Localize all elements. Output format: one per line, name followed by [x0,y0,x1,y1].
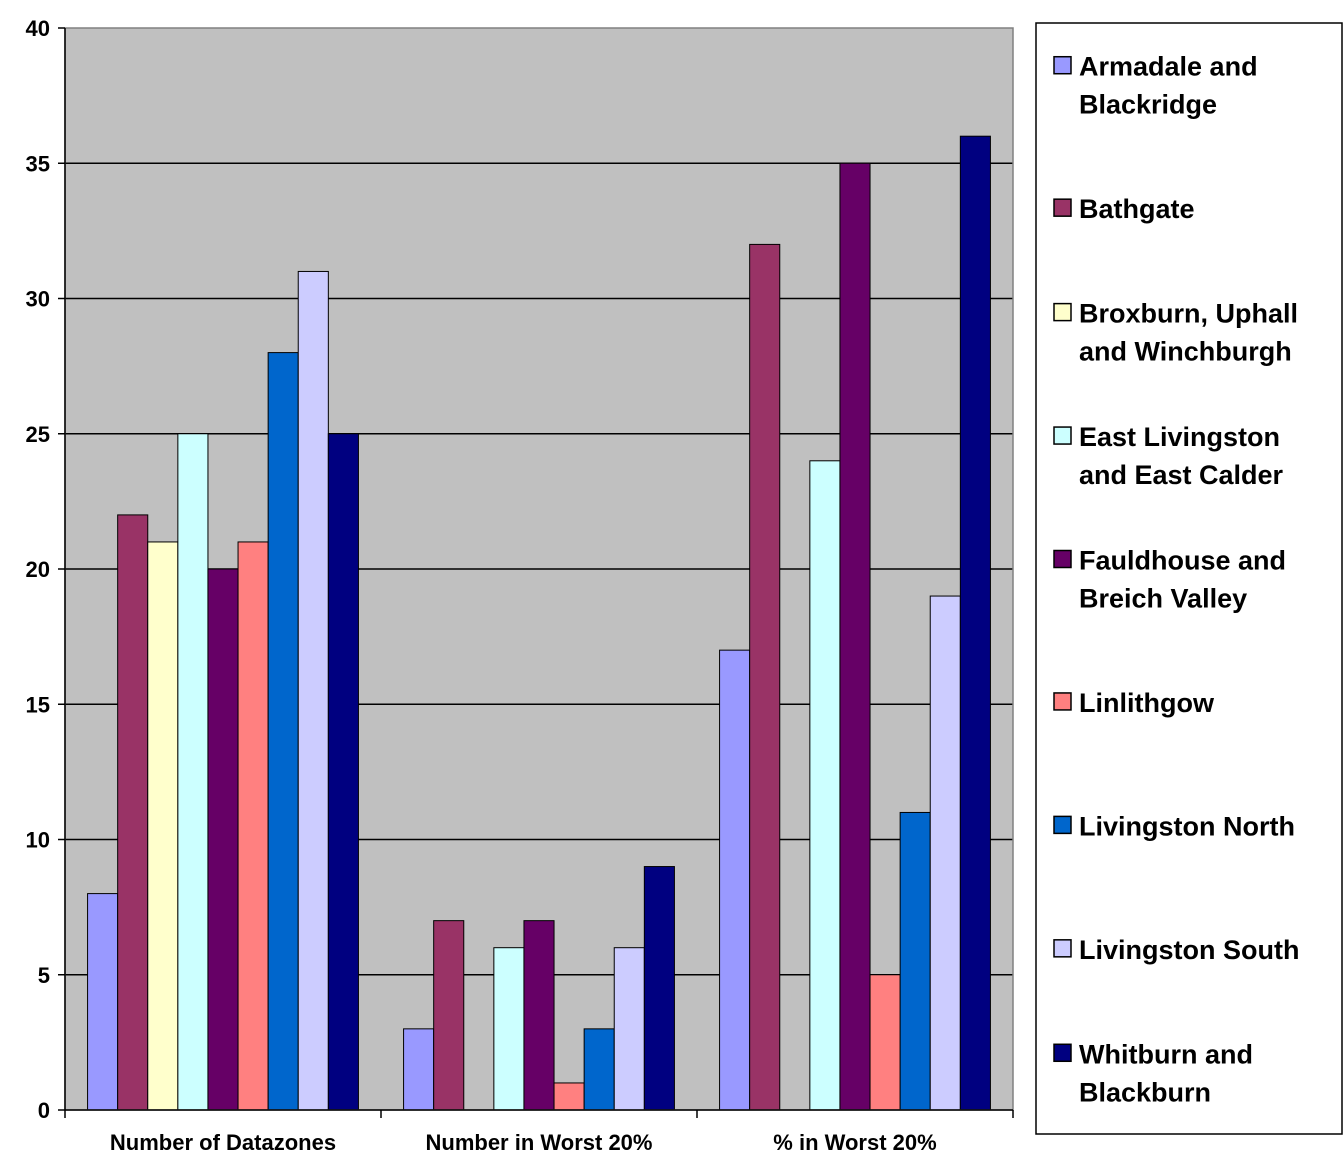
legend-label-fauldhouse-and-breich-valley: Fauldhouse and Breich Valley [1079,546,1286,614]
legend-swatch-livingston-south [1053,939,1072,958]
y-tick-label: 10 [26,828,50,853]
legend-swatch-livingston-north [1053,815,1072,835]
bar-east-livingston-and-east-calder-in-worst-20 [809,460,841,1111]
bar-armadale-and-blackridge-number-in-worst-20 [403,1028,435,1111]
y-tick-label: 35 [26,151,50,176]
legend-label-broxburn-uphall-and-winchburgh: Broxburn, Uphall and Winchburgh [1079,299,1298,367]
legend-label-whitburn-and-blackburn: Whitburn and Blackburn [1079,1039,1253,1107]
legend-label-livingston-north: Livingston North [1079,811,1295,841]
legend-swatch-east-livingston-and-east-calder [1053,426,1072,445]
legend-box [1035,22,1343,1135]
x-axis-categories: Number of Datazones Number in Worst 20% % … [110,1130,937,1155]
bar-fauldhouse-and-breich-valley-in-worst-20 [839,162,871,1111]
legend: Armadale and Blackridge Bathgate Broxburn, … [1035,22,1343,1135]
bar-livingston-south-in-worst-20 [929,595,961,1111]
bar-livingston-north-number-of-datazones [267,352,299,1111]
bar-livingston-north-in-worst-20 [899,811,931,1111]
bar-bathgate-in-worst-20 [749,243,781,1111]
bar-bathgate-number-of-datazones [117,514,149,1111]
legend-swatch-bathgate [1053,198,1072,217]
bar-linlithgow-number-in-worst-20 [553,1082,585,1111]
bar-armadale-and-blackridge-in-worst-20 [719,649,751,1111]
bar-whitburn-and-blackburn-number-of-datazones [327,433,359,1111]
legend-swatch-fauldhouse-and-breich-valley [1053,549,1072,569]
legend-label-east-livingston-and-east-calder: East Livingston and East Calder [1079,422,1284,490]
y-tick-label: 0 [38,1098,50,1123]
bar-linlithgow-in-worst-20 [869,974,901,1111]
bar-east-livingston-and-east-calder-number-in-worst-20 [493,947,525,1111]
bar-whitburn-and-blackburn-in-worst-20 [959,135,991,1111]
bar-broxburn-uphall-and-winchburgh-number-of-datazones [147,541,179,1111]
y-tick-label: 5 [38,963,50,988]
bar-livingston-south-number-of-datazones [297,270,329,1111]
y-tick-label: 15 [26,692,50,717]
legend-swatch-linlithgow [1053,692,1072,711]
legend-label-armadale-and-blackridge: Armadale and Blackridge [1079,52,1258,120]
y-tick-label: 30 [26,287,50,312]
bar-livingston-north-number-in-worst-20 [583,1028,615,1111]
legend-label-linlithgow: Linlithgow [1079,688,1215,718]
bar-east-livingston-and-east-calder-number-of-datazones [177,433,209,1111]
x-category-label: Number of Datazones [110,1130,336,1155]
bar-fauldhouse-and-breich-valley-number-of-datazones [207,568,239,1111]
bar-armadale-and-blackridge-number-of-datazones [87,893,119,1111]
y-tick-label: 40 [26,16,50,41]
bar-livingston-south-number-in-worst-20 [613,947,645,1111]
x-category-label: Number in Worst 20% [426,1130,653,1155]
bar-bathgate-number-in-worst-20 [433,920,465,1111]
legend-swatch-broxburn-uphall-and-winchburgh [1053,302,1072,322]
legend-label-bathgate: Bathgate [1079,194,1195,224]
legend-label-livingston-south: Livingston South [1079,935,1299,965]
y-axis-ticks: 0 5 10 15 20 25 30 35 40 [26,16,65,1123]
bar-fauldhouse-and-breich-valley-number-in-worst-20 [523,920,555,1111]
bar-linlithgow-number-of-datazones [237,541,269,1111]
legend-swatch-armadale-and-blackridge [1053,55,1072,75]
bar-whitburn-and-blackburn-number-in-worst-20 [643,866,675,1111]
y-tick-label: 20 [26,557,50,582]
legend-swatch-whitburn-and-blackburn [1053,1043,1072,1063]
x-category-label: % in Worst 20% [773,1130,936,1155]
y-tick-label: 25 [26,422,50,447]
